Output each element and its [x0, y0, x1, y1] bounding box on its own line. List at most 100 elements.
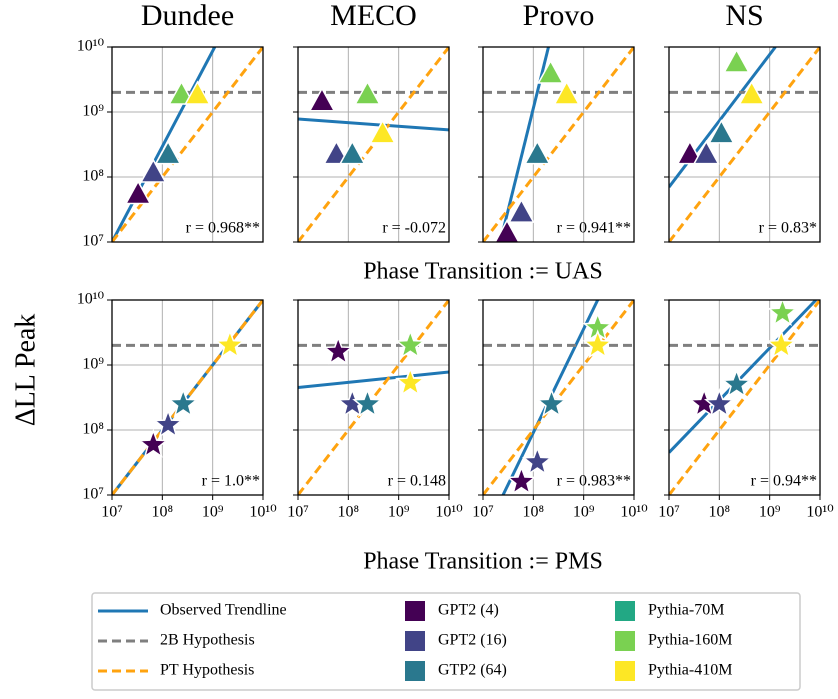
point: [338, 140, 366, 165]
panel-lines: [298, 47, 449, 242]
point: [506, 465, 537, 495]
hypothesis-pt: [669, 300, 820, 495]
point: [521, 446, 553, 476]
x-tick-label: 10¹⁰: [249, 504, 276, 521]
point: [394, 366, 426, 396]
point: [322, 335, 354, 365]
point: [493, 219, 521, 244]
column-title: Provo: [523, 0, 595, 32]
x-tick-label: 10⁹: [202, 504, 224, 521]
legend-label: GPT2 (16): [438, 632, 507, 649]
x-tick-label: 10⁸: [338, 504, 360, 521]
hypothesis-pt: [298, 47, 449, 242]
y-tick-label: 10⁸: [82, 168, 104, 185]
panel-lines: [298, 300, 449, 495]
legend-label: PT Hypothesis: [160, 662, 254, 679]
trendline: [669, 47, 777, 188]
legend-label: Pythia-70M: [648, 602, 724, 619]
legend-label: Observed Trendline: [160, 602, 287, 619]
trendline: [112, 47, 217, 242]
point: [508, 198, 535, 223]
x-axis-label: Phase Transition := PMS: [363, 549, 603, 575]
x-tick-label: 10⁷: [658, 504, 680, 521]
point: [553, 80, 581, 105]
point: [523, 140, 551, 165]
r-annotation: r = 0.83*: [759, 220, 817, 237]
point: [308, 87, 336, 112]
panel-frame: [668, 299, 821, 496]
panel-lines: [483, 300, 634, 495]
legend-swatch: [405, 631, 425, 651]
column-title: NS: [725, 0, 763, 32]
legend-swatch: [615, 631, 635, 651]
point: [703, 387, 735, 418]
point: [676, 140, 704, 165]
x-tick-label: 10⁷: [287, 504, 309, 521]
legend-label: 2B Hypothesis: [160, 632, 255, 649]
x-tick-label: 10⁹: [759, 504, 781, 521]
point: [723, 48, 750, 73]
column-title: Dundee: [141, 0, 234, 32]
point: [354, 80, 381, 105]
x-tick-label: 10⁷: [101, 504, 123, 521]
y-tick-label: 10⁷: [82, 486, 104, 503]
point: [765, 329, 797, 359]
x-tick-label: 10⁸: [152, 504, 174, 521]
y-tick-label: 10⁹: [82, 103, 104, 120]
panel-frame: [482, 299, 635, 496]
x-tick-label: 10¹⁰: [620, 504, 647, 521]
x-tick-label: 10¹⁰: [435, 504, 462, 521]
r-annotation: r = 0.94**: [751, 473, 817, 490]
x-tick-label: 10⁸: [523, 504, 545, 521]
panel-frame: [668, 46, 821, 243]
legend-swatch: [615, 661, 635, 681]
x-tick-label: 10⁹: [388, 504, 410, 521]
panel-frame: [111, 299, 264, 496]
y-tick-label: 10⁹: [82, 356, 104, 373]
legend-swatch: [615, 601, 635, 621]
column-title: MECO: [330, 0, 417, 32]
panel-lines: [669, 300, 820, 495]
y-tick-label: 10⁸: [82, 421, 104, 438]
panel-lines: [112, 300, 263, 495]
point: [537, 59, 564, 84]
y-tick-label: 10¹⁰: [77, 291, 104, 308]
point: [154, 140, 182, 165]
point: [582, 329, 614, 359]
hypothesis-pt: [298, 300, 449, 495]
point: [139, 158, 167, 183]
point: [184, 80, 211, 105]
x-tick-label: 10⁹: [573, 504, 595, 521]
x-axis-label: Phase Transition := UAS: [363, 259, 603, 285]
hypothesis-pt: [483, 300, 634, 495]
panel-frame: [297, 46, 450, 243]
x-tick-label: 10⁸: [709, 504, 731, 521]
point: [369, 119, 396, 144]
point: [394, 329, 426, 359]
x-tick-label: 10¹⁰: [806, 504, 833, 521]
point: [352, 387, 383, 418]
point: [167, 387, 199, 418]
x-tick-label: 10⁷: [472, 504, 494, 521]
y-axis-label: ΔLL Peak: [10, 314, 41, 427]
r-annotation: r = 0.983**: [557, 473, 631, 490]
r-annotation: r = 0.941**: [557, 220, 631, 237]
trendline: [298, 370, 449, 390]
y-tick-label: 10¹⁰: [77, 38, 104, 55]
panel-lines: [112, 47, 263, 242]
point: [168, 80, 195, 105]
point: [721, 368, 752, 398]
r-annotation: r = -0.072: [382, 220, 446, 237]
point: [124, 179, 152, 205]
legend-swatch: [405, 661, 425, 681]
point: [708, 119, 735, 144]
point: [536, 387, 567, 418]
panel-frame: [297, 299, 450, 496]
y-tick-label: 10⁷: [82, 233, 104, 250]
legend-label: Pythia-160M: [648, 632, 732, 649]
legend-label: GTP2 (64): [438, 662, 507, 679]
panel-frame: [111, 46, 264, 243]
legend-swatch: [405, 601, 425, 621]
